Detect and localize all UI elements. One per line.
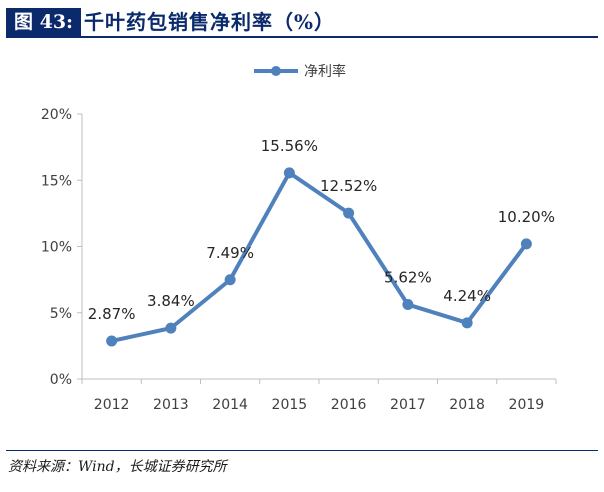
legend-label: 净利率 [304, 63, 346, 80]
x-tick-label: 2016 [331, 397, 367, 413]
series-line [109, 170, 529, 343]
y-tick-label: 5% [50, 306, 72, 322]
data-label: 4.24% [443, 287, 491, 305]
x-axis: 2012 2013 2014 2015 2016 2017 2018 2019 [81, 378, 557, 413]
data-point [461, 317, 473, 329]
data-label: 7.49% [206, 244, 254, 262]
y-axis: 0% 5% 10% 15% 20% [41, 107, 83, 388]
x-tick-label: 2017 [390, 397, 426, 413]
y-tick-label: 20% [41, 107, 72, 123]
x-tick-label: 2014 [212, 397, 248, 413]
data-label: 15.56% [261, 137, 318, 155]
series-net-margin: 2.87% 3.84% 7.49% 15.56% 12.52% 5.62% 4.24% 10.… [88, 137, 555, 347]
figure-number-badge: 图 43: [6, 8, 82, 36]
data-label: 12.52% [320, 177, 377, 195]
data-point [343, 207, 355, 219]
data-point [224, 274, 236, 286]
data-label: 5.62% [384, 269, 432, 287]
x-tick-label: 2013 [153, 397, 189, 413]
data-point [165, 322, 177, 334]
legend-marker [271, 66, 281, 76]
footer-rule [6, 450, 598, 451]
y-tick-label: 0% [50, 372, 72, 388]
data-label: 10.20% [498, 208, 555, 226]
data-label: 3.84% [147, 292, 195, 310]
chart-legend: 净利率 [254, 63, 346, 80]
x-tick-label: 2012 [94, 397, 130, 413]
y-tick-label: 15% [41, 173, 72, 189]
source-note: 资料来源：Wind，长城证券研究所 [8, 459, 227, 475]
header-rule [6, 36, 598, 38]
x-tick-label: 2019 [509, 397, 545, 413]
figure-title: 千叶药包销售净利率（%） [84, 10, 336, 34]
data-point [402, 299, 414, 311]
x-tick-label: 2018 [449, 397, 485, 413]
x-tick-label: 2015 [272, 397, 308, 413]
data-point [106, 335, 118, 347]
data-point [520, 238, 532, 250]
y-tick-label: 10% [41, 240, 72, 256]
figure-header: 图 43: 千叶药包销售净利率（%） [0, 4, 604, 42]
data-label: 2.87% [88, 305, 136, 323]
data-point [283, 167, 295, 179]
